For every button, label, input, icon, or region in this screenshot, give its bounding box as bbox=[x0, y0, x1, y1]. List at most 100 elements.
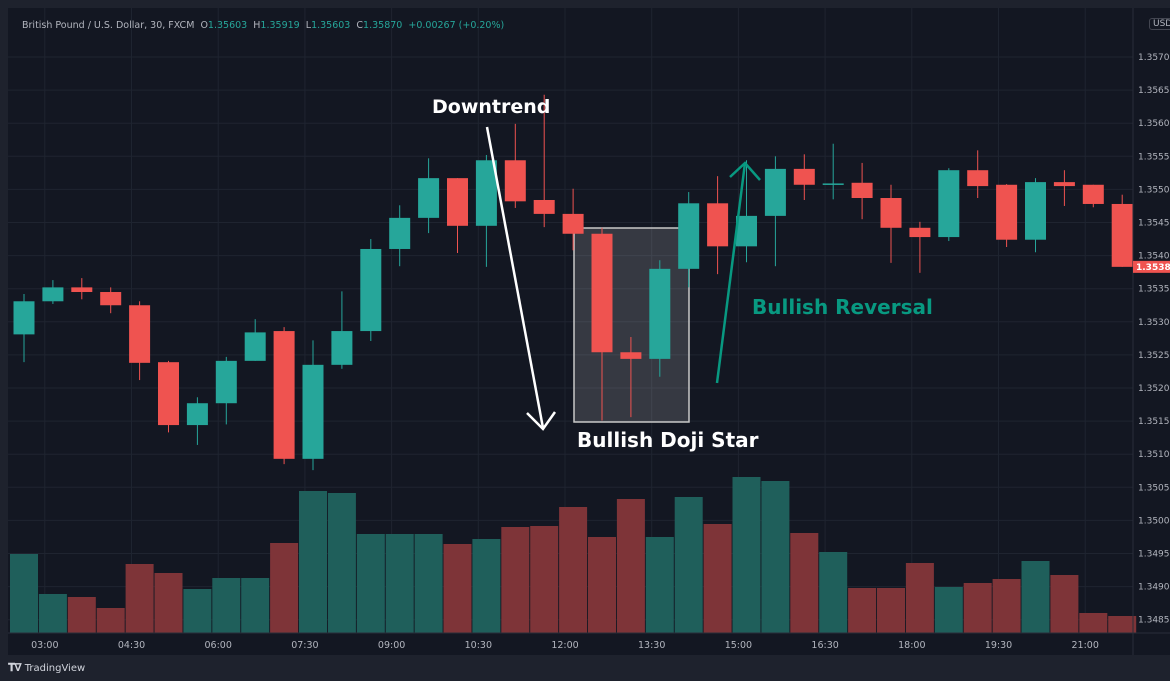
candle[interactable] bbox=[562, 188, 584, 251]
price-tick-label: 1.35050 bbox=[1138, 483, 1170, 493]
symbol-legend: British Pound / U.S. Dollar, 30, FXCM O1… bbox=[22, 20, 504, 31]
candle[interactable] bbox=[591, 227, 613, 421]
candle-body bbox=[851, 182, 873, 199]
price-tick-label: 1.35200 bbox=[1138, 384, 1170, 394]
candle[interactable] bbox=[42, 280, 64, 304]
candle-body bbox=[504, 160, 526, 202]
candle-body bbox=[1053, 182, 1075, 187]
volume-bar bbox=[472, 539, 501, 633]
candle-body bbox=[793, 168, 815, 185]
volume-bar bbox=[212, 578, 241, 633]
tradingview-logo[interactable]: 𝐓∇ TradingView bbox=[8, 661, 85, 675]
candle-body bbox=[129, 305, 151, 363]
volume-bar bbox=[934, 587, 963, 633]
candle[interactable] bbox=[851, 162, 873, 220]
candle[interactable] bbox=[1053, 170, 1075, 206]
doji-star-highlight-box bbox=[573, 227, 690, 423]
candle-body bbox=[533, 199, 555, 214]
candle[interactable] bbox=[764, 156, 786, 267]
time-tick-label: 09:00 bbox=[378, 640, 405, 651]
chart-area[interactable]: 1.35700 1.35650 1.35600 1.35550 1.35500 1.354… bbox=[8, 8, 1170, 655]
volume-bar bbox=[270, 543, 299, 633]
candle[interactable] bbox=[909, 221, 931, 273]
candle[interactable] bbox=[273, 327, 295, 465]
candle[interactable] bbox=[100, 287, 122, 314]
volume-bar bbox=[125, 564, 154, 633]
candle[interactable] bbox=[678, 192, 700, 288]
candle[interactable] bbox=[302, 340, 324, 471]
candle[interactable] bbox=[475, 154, 497, 267]
candle[interactable] bbox=[793, 154, 815, 200]
candle-body bbox=[158, 362, 179, 426]
candlestick-chart[interactable]: 1.35700 1.35650 1.35600 1.35550 1.35500 1.354… bbox=[8, 8, 1170, 655]
candle[interactable] bbox=[215, 356, 237, 425]
candle-body bbox=[649, 268, 671, 359]
candle[interactable] bbox=[1025, 178, 1046, 253]
downtrend-arrow-head bbox=[526, 411, 557, 431]
currency-button[interactable]: USD bbox=[1149, 18, 1170, 30]
candle[interactable] bbox=[244, 319, 266, 361]
candle[interactable] bbox=[129, 301, 151, 381]
candle-body bbox=[1025, 182, 1046, 240]
candle[interactable] bbox=[504, 123, 526, 208]
volume-bar bbox=[761, 481, 790, 633]
candle[interactable] bbox=[996, 184, 1018, 247]
logo-text: TradingView bbox=[24, 662, 86, 674]
candle[interactable] bbox=[71, 278, 93, 300]
volume-bar bbox=[10, 554, 38, 633]
price-tick-label: 1.35000 bbox=[1138, 516, 1170, 526]
volume-bar bbox=[356, 534, 385, 633]
time-tick-label: 13:30 bbox=[638, 640, 665, 651]
candle-body bbox=[71, 287, 93, 293]
candle[interactable] bbox=[938, 168, 960, 242]
price-tick-label: 1.35250 bbox=[1138, 351, 1170, 361]
price-tick-label: 1.35600 bbox=[1138, 119, 1170, 129]
candle[interactable] bbox=[967, 150, 989, 199]
volume-bar bbox=[1079, 613, 1108, 633]
time-tick-label: 04:30 bbox=[118, 640, 145, 651]
low-value: 1.35603 bbox=[311, 20, 351, 31]
candle-body bbox=[764, 168, 786, 216]
candle-body bbox=[100, 292, 122, 306]
candle-body bbox=[42, 287, 64, 302]
candle-body bbox=[215, 360, 237, 404]
candle[interactable] bbox=[447, 178, 468, 253]
candle[interactable] bbox=[186, 397, 208, 445]
candle[interactable] bbox=[533, 94, 555, 228]
candle-body bbox=[1111, 203, 1133, 267]
price-tick-label: 1.34950 bbox=[1138, 550, 1170, 560]
high-value: 1.35919 bbox=[260, 20, 300, 31]
price-tick-label: 1.35300 bbox=[1138, 318, 1170, 328]
high-label: H bbox=[253, 20, 261, 31]
candle-body bbox=[707, 203, 729, 247]
volume-bar bbox=[154, 573, 183, 633]
candle[interactable] bbox=[389, 205, 411, 267]
volume-bar bbox=[703, 524, 732, 633]
time-tick-label: 10:30 bbox=[465, 640, 492, 651]
candle[interactable] bbox=[13, 293, 35, 363]
candle[interactable] bbox=[1082, 184, 1104, 208]
candle[interactable] bbox=[331, 291, 353, 369]
candle[interactable] bbox=[707, 176, 729, 275]
candle-body bbox=[938, 170, 960, 238]
time-tick-label: 15:00 bbox=[725, 640, 752, 651]
candle-body bbox=[418, 178, 440, 218]
candle-body bbox=[13, 301, 35, 335]
candle[interactable] bbox=[620, 337, 642, 418]
time-tick-label: 18:00 bbox=[898, 640, 925, 651]
candle[interactable] bbox=[418, 158, 440, 234]
candle[interactable] bbox=[158, 360, 179, 433]
candle-body bbox=[273, 331, 295, 459]
candle[interactable] bbox=[880, 184, 902, 263]
candle[interactable] bbox=[822, 143, 844, 200]
candle[interactable] bbox=[649, 260, 671, 377]
candle-body bbox=[302, 364, 324, 459]
candle[interactable] bbox=[1111, 194, 1133, 267]
volume-bar bbox=[963, 583, 992, 633]
volume-bar bbox=[905, 563, 934, 633]
time-tick-label: 03:00 bbox=[31, 640, 58, 651]
candle[interactable] bbox=[360, 239, 382, 341]
time-tick-label: 19:30 bbox=[985, 640, 1012, 651]
candle[interactable] bbox=[736, 160, 757, 263]
